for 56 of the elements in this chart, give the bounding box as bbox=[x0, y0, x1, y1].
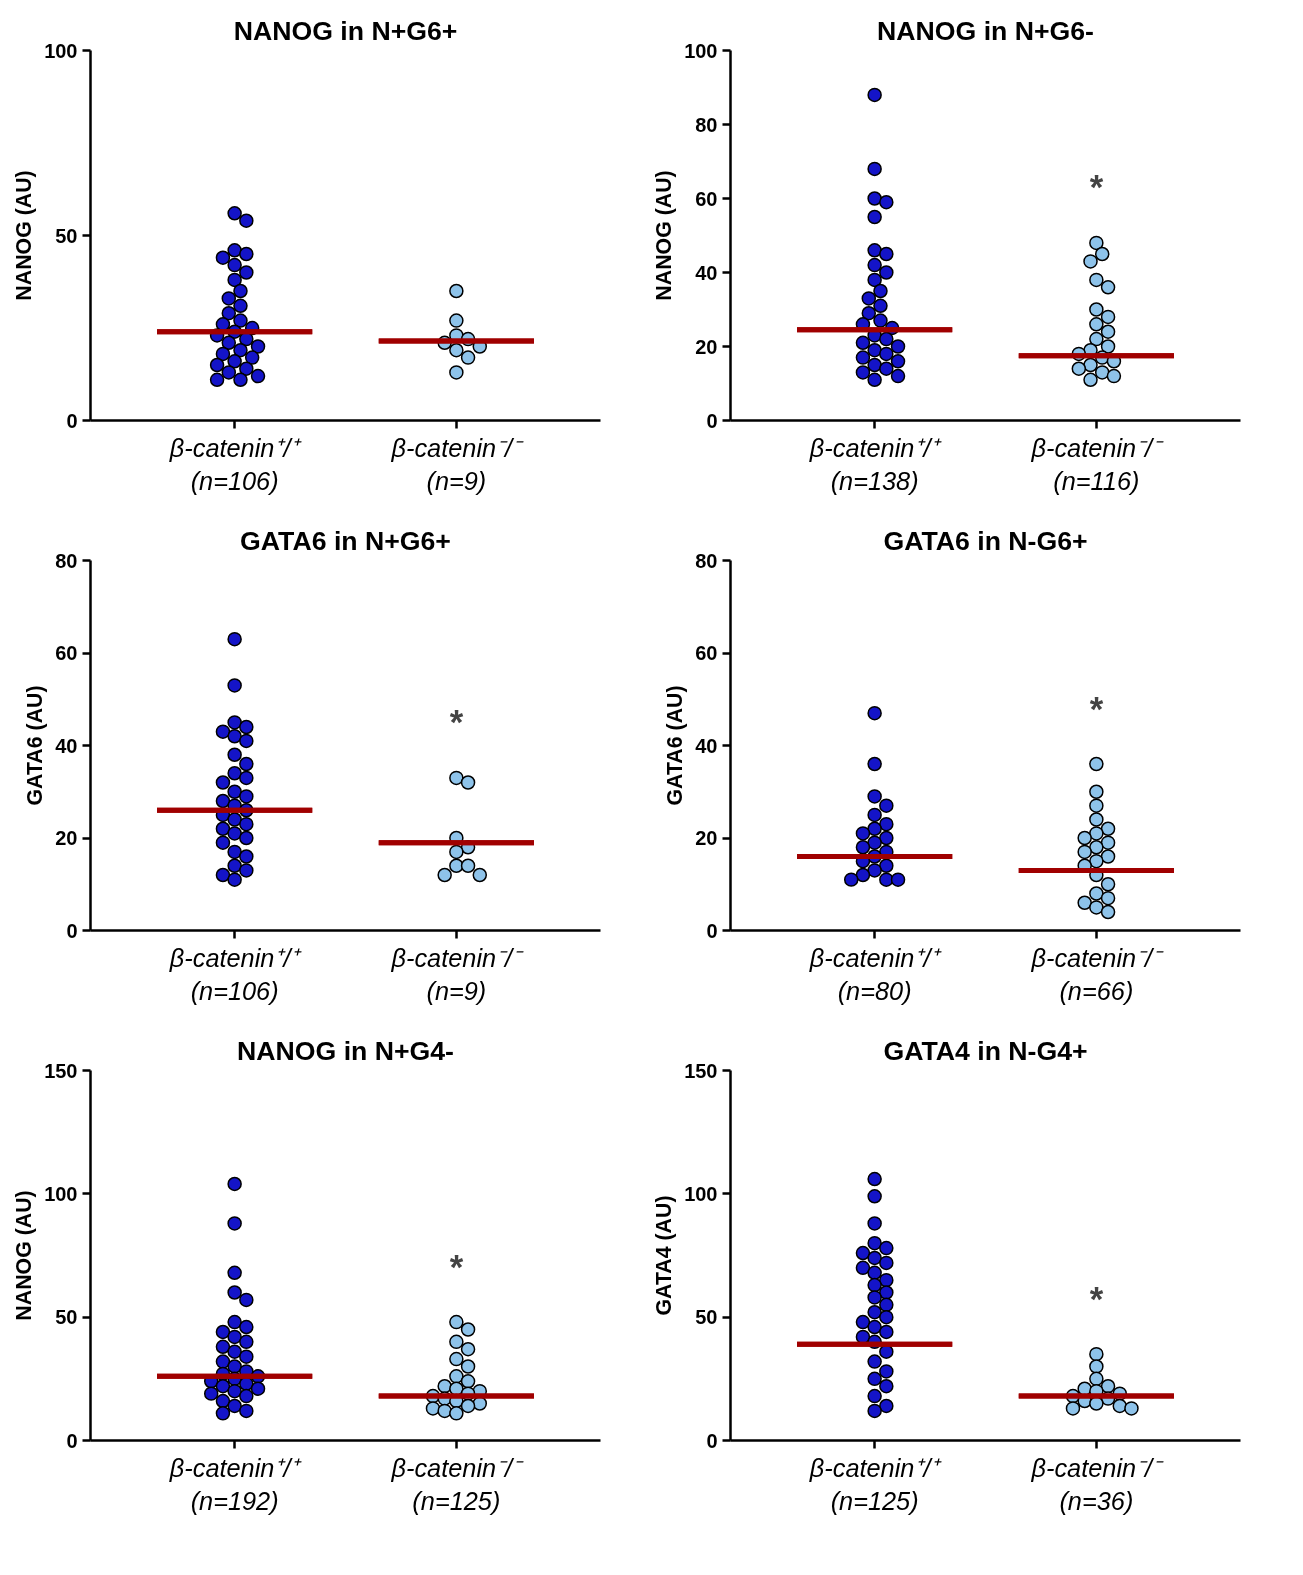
y-tick-label: 0 bbox=[706, 1429, 718, 1452]
y-tick-label: 20 bbox=[695, 335, 718, 358]
y-tick-label: 80 bbox=[695, 113, 718, 136]
y-tick-label: 100 bbox=[44, 1182, 78, 1205]
x-tick-label: β-catenin⁻/⁻ (n=66) bbox=[1030, 943, 1165, 1006]
y-tick-label: 150 bbox=[684, 1059, 718, 1082]
y-tick-label: 60 bbox=[695, 187, 718, 210]
x-tick-label: β-catenin⁺/⁺ (n=125) bbox=[808, 1453, 943, 1516]
y-axis-title: GATA6 (AU) bbox=[23, 685, 48, 806]
y-tick-label: 80 bbox=[55, 549, 78, 572]
x-tick-label: β-catenin⁻/⁻ (n=9) bbox=[390, 433, 525, 496]
annotation: * bbox=[1089, 168, 1104, 207]
y-tick-label: 100 bbox=[684, 1182, 718, 1205]
y-tick-label: 100 bbox=[44, 39, 78, 62]
x-tick-label: β-catenin⁺/⁺ (n=106) bbox=[168, 433, 303, 496]
y-tick-label: 50 bbox=[55, 1306, 78, 1329]
y-axis-title: NANOG (AU) bbox=[12, 1190, 37, 1321]
y-axis-title: NANOG (AU) bbox=[652, 170, 677, 301]
annotation: * bbox=[449, 703, 464, 742]
y-tick-label: 40 bbox=[695, 734, 718, 757]
y-tick-label: 0 bbox=[706, 409, 718, 432]
y-tick-label: 40 bbox=[55, 734, 78, 757]
y-tick-label: 50 bbox=[695, 1306, 718, 1329]
x-tick-label: β-catenin⁻/⁻ (n=36) bbox=[1030, 1453, 1165, 1516]
x-tick-label: β-catenin⁺/⁺ (n=80) bbox=[808, 943, 943, 1006]
y-axis-title: GATA6 (AU) bbox=[663, 685, 688, 806]
y-tick-label: 0 bbox=[66, 919, 78, 942]
chart-title: NANOG in N+G4- bbox=[237, 1035, 454, 1066]
y-tick-label: 0 bbox=[706, 919, 718, 942]
annotation: * bbox=[449, 1247, 464, 1286]
y-tick-label: 60 bbox=[55, 642, 78, 664]
x-tick-label: β-catenin⁺/⁺ (n=192) bbox=[168, 1453, 303, 1516]
chart-title: GATA6 in N+G6+ bbox=[240, 525, 451, 556]
y-tick-label: 0 bbox=[66, 1429, 78, 1452]
annotation: * bbox=[1089, 1279, 1104, 1318]
annotation: * bbox=[1089, 689, 1104, 728]
chart-title: NANOG in N+G6- bbox=[877, 15, 1094, 46]
x-tick-label: β-catenin⁺/⁺ (n=106) bbox=[168, 943, 303, 1006]
x-tick-label: β-catenin⁻/⁻ (n=125) bbox=[390, 1453, 525, 1516]
y-tick-label: 0 bbox=[66, 409, 78, 432]
y-tick-label: 100 bbox=[684, 39, 718, 62]
chart-title: NANOG in N+G6+ bbox=[233, 15, 458, 46]
y-axis-title: NANOG (AU) bbox=[12, 170, 37, 301]
x-tick-label: β-catenin⁻/⁻ (n=116) bbox=[1030, 433, 1165, 496]
y-tick-label: 80 bbox=[695, 549, 718, 572]
chart-title: GATA4 in N-G4+ bbox=[883, 1035, 1088, 1066]
y-axis-title: GATA4 (AU) bbox=[652, 1195, 677, 1316]
x-tick-label: β-catenin⁺/⁺ (n=138) bbox=[808, 433, 943, 496]
y-tick-label: 20 bbox=[55, 827, 78, 849]
x-tick-label: β-catenin⁻/⁻ (n=9) bbox=[390, 943, 525, 1006]
y-tick-label: 60 bbox=[695, 642, 718, 664]
chart-title: GATA6 in N-G6+ bbox=[883, 525, 1088, 556]
y-tick-label: 20 bbox=[695, 827, 718, 849]
y-tick-label: 150 bbox=[44, 1059, 78, 1082]
y-tick-label: 50 bbox=[55, 224, 78, 247]
y-tick-label: 40 bbox=[695, 261, 718, 284]
